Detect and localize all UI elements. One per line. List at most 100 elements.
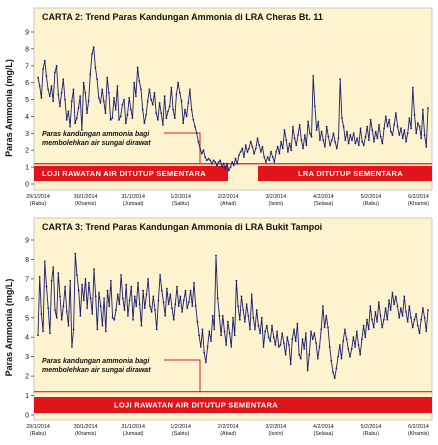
data-point xyxy=(94,66,97,69)
data-point xyxy=(344,139,347,142)
data-point xyxy=(174,303,177,306)
data-point xyxy=(65,118,68,121)
data-point xyxy=(396,305,399,307)
data-point xyxy=(357,144,360,147)
data-point xyxy=(143,122,146,125)
series-points xyxy=(37,46,429,172)
data-point xyxy=(335,147,338,150)
data-point xyxy=(376,137,379,140)
data-point xyxy=(198,334,201,337)
data-point xyxy=(147,278,150,280)
threshold-note-connector xyxy=(164,359,201,392)
data-point xyxy=(191,305,194,307)
data-point xyxy=(160,289,163,292)
data-point xyxy=(99,102,102,104)
data-point xyxy=(45,285,48,288)
x-tick-date: 5/2/2014 xyxy=(361,424,382,430)
data-point xyxy=(275,151,277,153)
data-point xyxy=(128,299,131,302)
data-point xyxy=(169,293,172,296)
data-point xyxy=(280,140,282,143)
data-point xyxy=(352,336,355,339)
data-point xyxy=(102,100,105,103)
data-point xyxy=(76,274,78,276)
y-tick-label: 4 xyxy=(25,114,29,121)
data-point xyxy=(43,260,46,263)
data-point xyxy=(411,86,414,89)
data-point xyxy=(293,328,295,331)
data-point xyxy=(163,95,166,98)
data-point xyxy=(327,135,330,138)
data-point xyxy=(197,140,200,143)
x-tick-date: 29/1/2014 xyxy=(26,194,50,200)
data-point xyxy=(62,305,65,307)
data-point xyxy=(172,108,175,111)
data-point xyxy=(205,159,208,162)
x-tick-date: 31/1/2014 xyxy=(121,424,145,430)
data-point xyxy=(362,324,365,327)
data-point xyxy=(113,318,116,321)
data-point xyxy=(342,125,345,128)
data-point xyxy=(329,144,331,147)
data-point xyxy=(202,149,205,152)
y-axis-label: Paras Ammonia (mg/L) xyxy=(4,59,14,157)
data-point xyxy=(277,346,280,348)
x-tick-day: (Rabu) xyxy=(363,201,379,207)
data-point xyxy=(420,318,423,321)
data-point xyxy=(49,332,51,335)
data-point xyxy=(45,75,48,77)
data-point xyxy=(271,324,273,327)
data-point xyxy=(281,332,284,335)
data-point xyxy=(352,132,355,135)
data-point xyxy=(394,295,397,298)
data-point xyxy=(266,156,269,158)
data-point xyxy=(381,142,384,145)
y-tick-label: 5 xyxy=(25,315,29,322)
data-point xyxy=(398,316,401,319)
data-point xyxy=(119,115,122,118)
data-point xyxy=(211,162,213,165)
x-tick-day: (Selasa) xyxy=(313,201,333,207)
data-point xyxy=(263,156,266,158)
data-point xyxy=(153,91,156,94)
data-point xyxy=(369,305,372,307)
data-point xyxy=(254,147,257,150)
data-point xyxy=(67,110,70,113)
data-point xyxy=(215,254,217,257)
data-point xyxy=(405,311,407,313)
data-point xyxy=(359,353,362,356)
data-point xyxy=(337,355,339,358)
data-point xyxy=(111,117,114,119)
data-point xyxy=(325,314,328,317)
data-point xyxy=(125,283,128,286)
closure-band-label: LRA DITUTUP SEMENTARA xyxy=(298,169,403,178)
data-point xyxy=(332,132,335,135)
data-point xyxy=(82,81,85,84)
data-point xyxy=(208,330,211,333)
data-point xyxy=(406,132,409,135)
data-point xyxy=(423,134,426,136)
data-point xyxy=(127,314,129,317)
data-point xyxy=(65,311,68,313)
data-point xyxy=(59,295,61,298)
data-point xyxy=(47,307,50,309)
data-point xyxy=(140,324,143,327)
data-point xyxy=(47,88,49,91)
data-point xyxy=(194,305,197,307)
data-point xyxy=(74,122,76,125)
data-point xyxy=(276,330,278,333)
data-point xyxy=(69,279,72,282)
y-tick-label: 8 xyxy=(25,46,29,53)
data-point xyxy=(99,305,102,307)
data-point xyxy=(311,338,314,341)
data-point xyxy=(362,144,365,147)
y-axis-label: Paras Ammonia (mg/L) xyxy=(4,279,14,377)
data-point xyxy=(57,93,60,96)
data-point xyxy=(133,81,136,84)
data-point xyxy=(216,164,218,167)
data-point xyxy=(121,103,124,106)
data-point xyxy=(249,140,252,143)
data-point xyxy=(417,122,419,125)
data-point xyxy=(224,167,227,170)
x-tick-day: (Khamis) xyxy=(408,201,429,207)
